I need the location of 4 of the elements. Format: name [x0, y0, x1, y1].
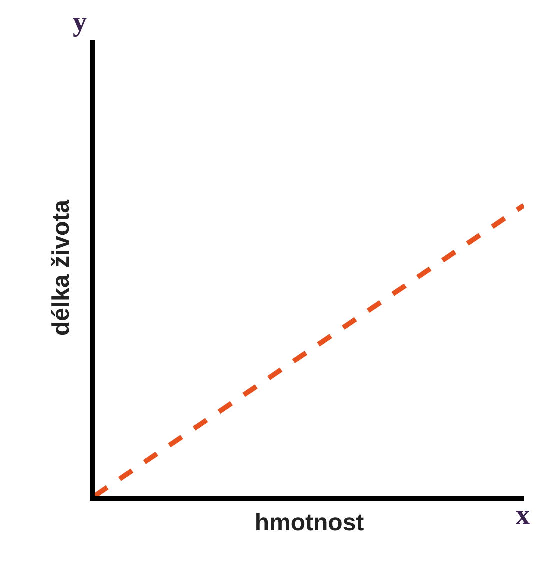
x-axis-title: hmotnost [254, 509, 364, 536]
y-axis-title: délka života [48, 199, 76, 336]
text: y [73, 7, 87, 38]
text: x [516, 500, 530, 531]
